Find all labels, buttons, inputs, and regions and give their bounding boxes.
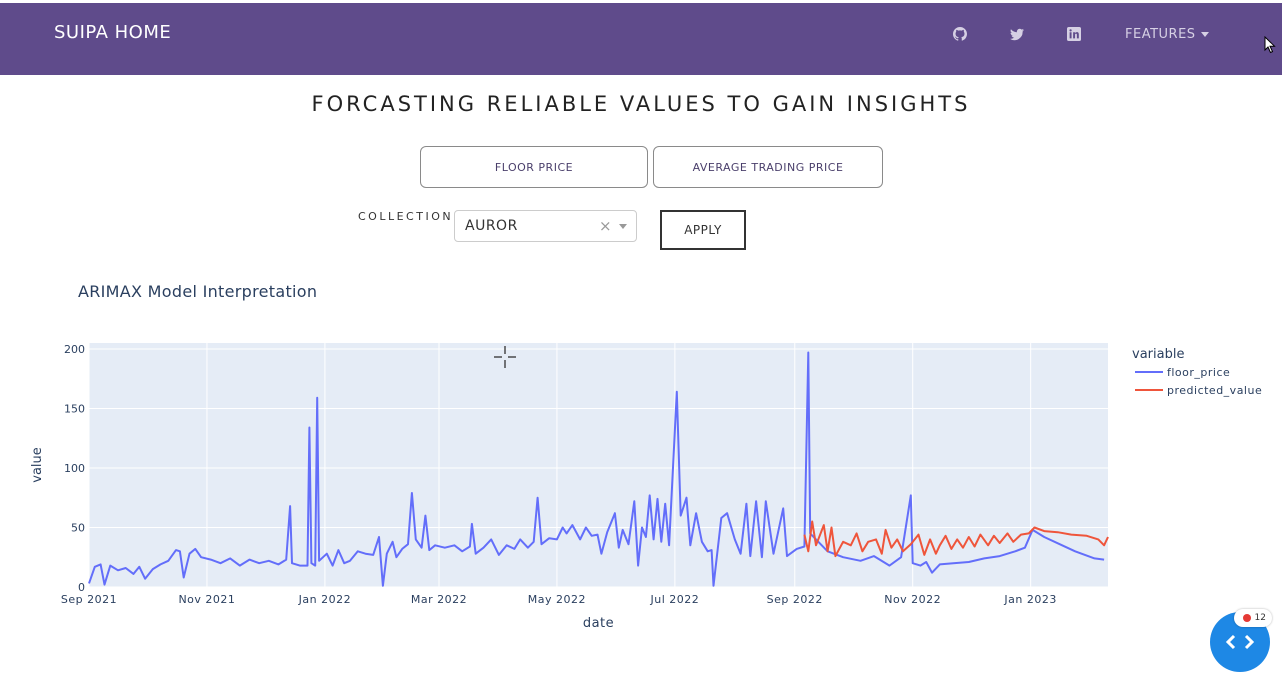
collection-select[interactable]: AUROR × bbox=[454, 210, 637, 242]
y-tick-label: 150 bbox=[64, 402, 85, 415]
mouse-pointer-icon bbox=[1264, 35, 1276, 58]
y-tick-label: 100 bbox=[64, 462, 85, 475]
twitter-icon[interactable] bbox=[1010, 27, 1024, 41]
caret-down-icon bbox=[1200, 32, 1209, 37]
notification-badge[interactable]: 12 bbox=[1234, 609, 1272, 627]
x-tick-label: Mar 2022 bbox=[411, 593, 467, 606]
x-tick-label: Jan 2022 bbox=[298, 593, 351, 606]
series-line-floor-price bbox=[88, 351, 1105, 587]
page-title: FORCASTING RELIABLE VALUES TO GAIN INSIG… bbox=[311, 92, 971, 116]
brand-home-link[interactable]: SUIPA HOME bbox=[54, 22, 172, 43]
x-tick-label: Sep 2022 bbox=[767, 593, 823, 606]
x-tick-label: Jul 2022 bbox=[649, 593, 699, 606]
average-trading-price-button[interactable]: AVERAGE TRADING PRICE bbox=[653, 146, 883, 188]
top-navbar: SUIPA HOME FEATURES bbox=[0, 3, 1282, 75]
x-axis-label: date bbox=[583, 616, 614, 631]
linkedin-icon[interactable] bbox=[1067, 27, 1081, 41]
y-axis-label: value bbox=[30, 447, 45, 483]
collection-selected-value: AUROR bbox=[465, 218, 518, 234]
x-tick-label: Nov 2022 bbox=[884, 593, 941, 606]
record-dot-icon bbox=[1242, 614, 1251, 622]
line-chart[interactable]: 0 50 100 150 200 Sep 2021 Nov 2021 Jan 2022 Mar … bbox=[0, 300, 1282, 645]
legend-item-floor-price: floor_price bbox=[1167, 366, 1230, 379]
y-tick-label: 200 bbox=[64, 343, 85, 356]
y-tick-label: 50 bbox=[71, 521, 85, 534]
x-tick-label: Sep 2021 bbox=[61, 593, 117, 606]
apply-button[interactable]: APPLY bbox=[660, 210, 746, 250]
collection-label: COLLECTION bbox=[358, 210, 454, 223]
features-label: FEATURES bbox=[1125, 27, 1196, 42]
plot-area bbox=[89, 343, 1108, 587]
x-tick-label: May 2022 bbox=[528, 593, 586, 606]
features-dropdown[interactable]: FEATURES bbox=[1125, 27, 1209, 42]
badge-count: 12 bbox=[1254, 613, 1266, 623]
series-line-predicted-value bbox=[803, 520, 1109, 558]
x-tick-label: Nov 2021 bbox=[178, 593, 235, 606]
legend-item-predicted-value: predicted_value bbox=[1167, 384, 1262, 397]
legend-title: variable bbox=[1132, 347, 1184, 362]
chart-title: ARIMAX Model Interpretation bbox=[78, 282, 318, 301]
github-icon[interactable] bbox=[953, 27, 967, 41]
x-tick-label: Jan 2023 bbox=[1003, 593, 1056, 606]
dropdown-caret-icon[interactable] bbox=[619, 224, 627, 229]
code-arrows-icon bbox=[1225, 634, 1255, 650]
y-tick-label: 0 bbox=[78, 581, 85, 594]
floor-price-button[interactable]: FLOOR PRICE bbox=[420, 146, 648, 188]
clear-icon[interactable]: × bbox=[599, 217, 612, 235]
